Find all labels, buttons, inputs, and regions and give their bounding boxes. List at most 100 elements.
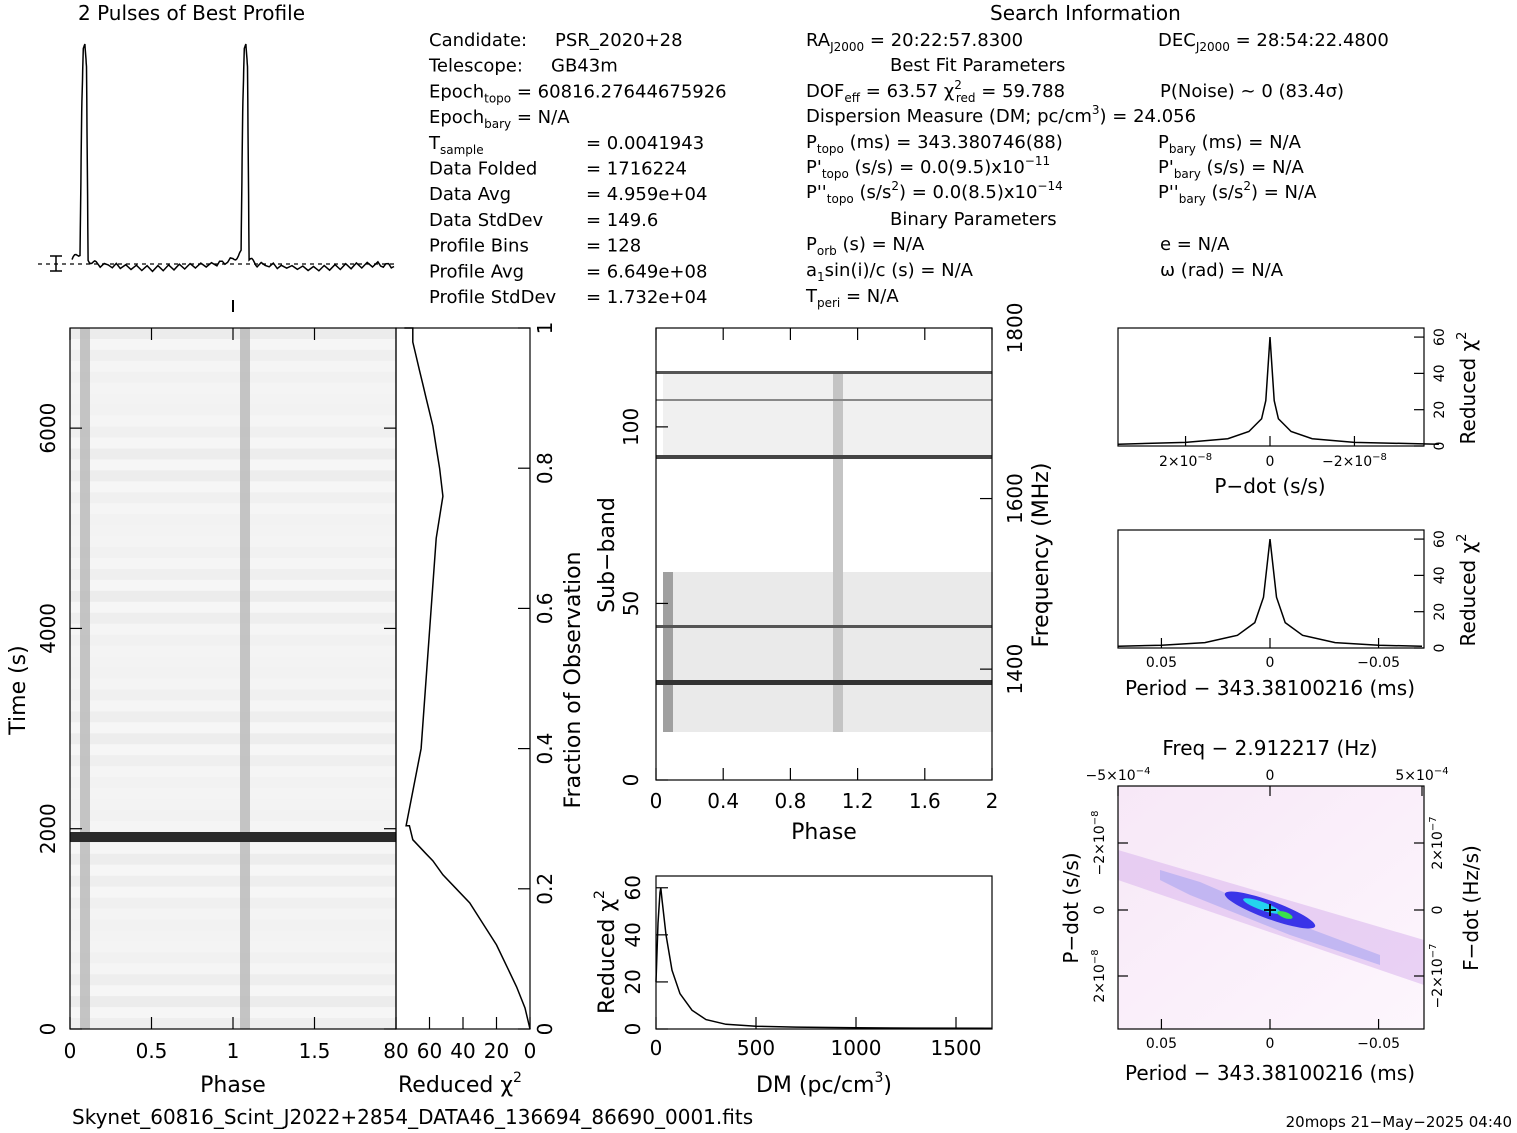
- time-tick-label: 0: [36, 1023, 60, 1036]
- pdot-tick-label: 0: [1266, 454, 1275, 470]
- info-row-key: Data Folded: [429, 159, 537, 180]
- reduced-chi-label: Reduced χ2: [398, 1070, 522, 1098]
- time-phase-row: [70, 415, 396, 428]
- profile-title: 2 Pulses of Best Profile: [78, 1, 305, 25]
- footer-stamp: 20mops 21−May−2025 04:40: [1286, 1113, 1512, 1131]
- period-tick-label: 0: [1266, 655, 1275, 671]
- fraction-tick-label: 0.2: [533, 873, 557, 905]
- chi-fraction-panel: 80 60 40 20 0 0 0.2 0.4 0.6 0.8 1 Reduced χ2 Fract…: [383, 322, 586, 1098]
- chi-fraction-axes: 80 60 40 20 0 0 0.2 0.4 0.6 0.8 1: [383, 322, 557, 1063]
- info-row-key: Candidate:: [429, 30, 527, 51]
- time-phase-row: [70, 514, 396, 526]
- pdot-chi-tick-label: 0: [1432, 442, 1448, 451]
- dm-tick-label: 1000: [831, 1036, 882, 1060]
- frequency-tick-label: 1600: [1003, 473, 1027, 524]
- info-row-value: = 128: [586, 236, 641, 257]
- time-phase-row: [70, 744, 396, 756]
- phase-axis-label: Phase: [200, 1073, 266, 1098]
- time-phase-row: [70, 864, 396, 877]
- redchi-tick-label: 20: [484, 1039, 509, 1063]
- time-phase-row: [70, 448, 396, 460]
- profile-panel: [38, 43, 398, 312]
- subband-phase-tick-label: 1.2: [842, 789, 874, 813]
- dm-axis-label: DM (pc/cm3): [756, 1070, 892, 1098]
- time-phase-row: [70, 623, 396, 636]
- error-bar: [50, 255, 62, 272]
- time-phase-row: [70, 339, 396, 351]
- info-row-key: Telescope:: [428, 56, 523, 77]
- info-row-key: Data StdDev: [429, 210, 544, 231]
- time-phase-row: [70, 426, 396, 439]
- time-phase-row: [70, 886, 396, 899]
- info-row-value: = 4.959e+04: [586, 184, 707, 205]
- subband-phase-tick-label: 1.6: [909, 789, 941, 813]
- dm-chi-tick-label: 20: [621, 969, 645, 994]
- footer-filename: Skynet_60816_Scint_J2022+2854_DATA46_136…: [72, 1105, 753, 1129]
- fraction-tick-label: 1: [533, 322, 557, 335]
- time-tick-label: 6000: [36, 403, 60, 454]
- info-row-key: Tsample: [428, 133, 484, 157]
- time-tick-label: 4000: [36, 603, 60, 654]
- subband-panel: 0 0.4 0.8 1.2 1.6 2 0 50 100 1400 1600 1800 Sub−ban…: [595, 303, 1054, 845]
- dec-line: DECJ2000 = 28:54:22.4800: [1158, 30, 1389, 54]
- info-middle: RAJ2000 = 20:22:57.8300 DECJ2000 = 28:54…: [805, 30, 1389, 310]
- ppdot-freq-tick-label: −5×10−4: [1086, 766, 1151, 784]
- best-fit-cross: [1264, 904, 1276, 916]
- time-phase-row: [70, 809, 396, 822]
- dm-chi-axis-label: Reduced χ2: [592, 890, 620, 1014]
- dof-line: DOFeff = 63.57 χ2 red = 59.788: [806, 78, 1065, 105]
- period-tick-label: 0.05: [1146, 655, 1177, 671]
- time-phase-panel: 0 0.5 1 1.5 0 2000 4000 6000 Time (s) Phase: [6, 327, 397, 1098]
- redchi-tick-label: 80: [383, 1039, 408, 1063]
- ppdot-period-tick-label: −0.05: [1357, 1036, 1400, 1052]
- subband-phase-tick-label: 0: [650, 789, 663, 813]
- ppdot-fdot-tick-label: −2×10−7: [1428, 944, 1446, 1009]
- time-phase-row: [70, 437, 396, 449]
- time-phase-row: [70, 689, 396, 701]
- pbary-line: Pbary (ms) = N/A: [1158, 132, 1302, 156]
- pdot-chi-tick-label: 60: [1432, 328, 1448, 346]
- time-phase-row: [70, 503, 396, 515]
- pdot-chi-tick-label: 20: [1432, 401, 1448, 419]
- info-row-value: = 6.649e+08: [586, 261, 707, 282]
- time-phase-row: [70, 569, 396, 581]
- subband-phase-label: Phase: [791, 820, 857, 845]
- fraction-tick-label: 0.8: [533, 452, 557, 484]
- period-chi-tick-label: 40: [1432, 566, 1448, 584]
- profile-line: [71, 43, 395, 273]
- frequency-axis-label: Frequency (MHz): [1029, 463, 1054, 648]
- period-axes: 0.05 0 −0.05 0 20 40 60: [1146, 530, 1448, 671]
- subband-phase-tick-label: 0.8: [774, 789, 806, 813]
- period-panel: 0.05 0 −0.05 0 20 40 60 Period − 343.38100216 …: [1117, 529, 1480, 700]
- time-phase-row: [70, 722, 396, 734]
- redchi-tick-label: 40: [450, 1039, 475, 1063]
- ppdot-fdot-tick-label: 2×10−7: [1428, 816, 1446, 869]
- phase-tick-label: 0: [64, 1039, 77, 1063]
- time-phase-row: [70, 996, 396, 1008]
- pulse-column-2: [240, 328, 250, 1029]
- time-phase-row: [70, 733, 396, 745]
- time-phase-row: [70, 941, 396, 953]
- ppdot-pdot-label: P−dot (s/s): [1059, 852, 1083, 963]
- pdot-axes: 2×10−8 0 −2×10−8 0 20 40 60: [1159, 328, 1448, 470]
- info-row-key: Data Avg: [429, 184, 511, 205]
- subband-rfi-5: [656, 680, 992, 685]
- phase-tick-label: 1.5: [299, 1039, 331, 1063]
- chi-fraction-line: [404, 327, 531, 1030]
- pdot-bary-line: P'bary (s/s) = N/A: [1158, 157, 1304, 181]
- time-phase-row: [70, 656, 396, 669]
- ppdot-freq-tick-label: 5×10−4: [1395, 766, 1448, 784]
- ppdot-period-label: Period − 343.38100216 (ms): [1125, 1061, 1415, 1085]
- subband-axes: 0 0.4 0.8 1.2 1.6 2 0 50 100 1400 1600 1800: [619, 303, 1027, 813]
- period-tick-label: −0.05: [1357, 655, 1400, 671]
- time-phase-row: [70, 525, 396, 537]
- time-tick-label: 2000: [36, 803, 60, 854]
- period-chi-axis-label: Reduced χ2: [1455, 534, 1480, 647]
- subband-rfi-4: [656, 625, 992, 628]
- info-row-key: Profile Bins: [429, 236, 529, 257]
- ppdot-pdot-tick-label: 2×10−8: [1090, 949, 1108, 1002]
- time-phase-row: [70, 459, 396, 471]
- dm-panel: 0 500 1000 1500 0 20 40 60 Reduced χ2 DM (pc/cm…: [592, 875, 993, 1098]
- time-phase-row: [70, 974, 396, 986]
- pulse-column-1: [80, 328, 90, 1029]
